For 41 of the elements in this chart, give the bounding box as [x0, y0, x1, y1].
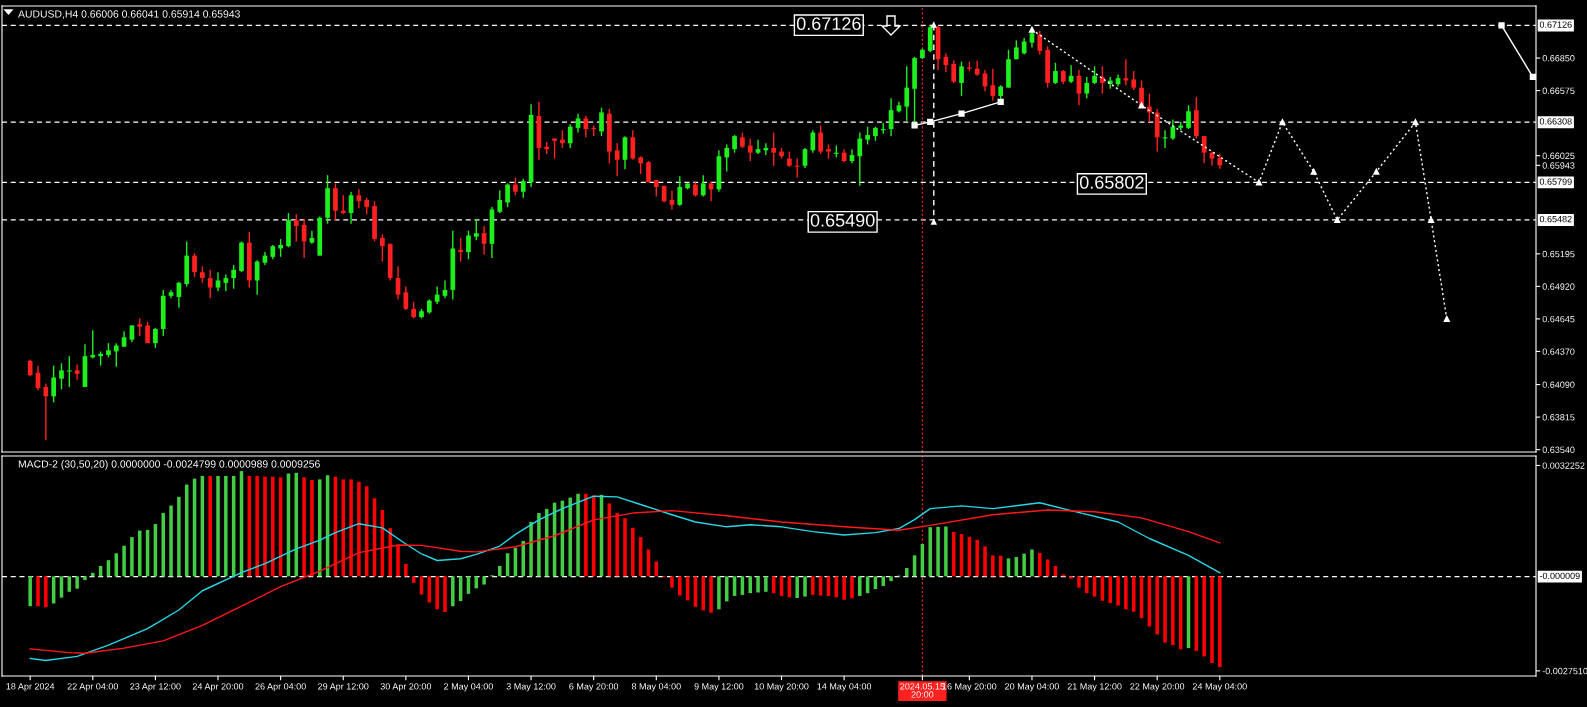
y-tick-label: 0.65943 [1542, 162, 1575, 169]
x-tick-label: 30 Apr 20:00 [380, 683, 432, 692]
x-tick-label: 24 May 04:00 [1192, 683, 1247, 692]
x-tick-label: 9 May 12:00 [694, 683, 744, 692]
y-tick-label: 0.64645 [1542, 315, 1575, 323]
ref-line-label: 0.65799 [1539, 178, 1572, 185]
ref-line-label: 0.66308 [1539, 118, 1572, 125]
x-tick-label: 23 Apr 12:00 [130, 683, 181, 692]
y-tick-label: 0.64370 [1542, 348, 1575, 355]
x-tick-label: 21 May 12:00 [1067, 683, 1122, 692]
annotation: 0.65802 [1079, 176, 1144, 189]
x-tick-label: 29 Apr 12:00 [318, 683, 369, 692]
y-tick-label: 0.66850 [1542, 55, 1575, 62]
y-tick-label: -0.0027510 [1542, 667, 1587, 675]
x-tick-label: 14 May 04:00 [817, 683, 872, 692]
x-tick-label: 3 May 12:00 [506, 683, 556, 692]
y-tick-label: 0.63815 [1542, 414, 1575, 421]
y-tick-label: 0.66025 [1542, 152, 1575, 160]
ref-line-label: 0.65482 [1539, 215, 1572, 223]
x-tick-label: 24 Apr 20:00 [192, 683, 244, 692]
x-tick-label: 22 Apr 04:00 [67, 683, 119, 692]
text: 0.67126 [1539, 21, 1572, 28]
y-tick-label: 0.64090 [1542, 381, 1575, 388]
x-tick-label: 8 May 04:00 [631, 683, 681, 692]
y-tick-label: 0.63540 [1542, 446, 1575, 453]
y-tick-label: 0.66575 [1542, 87, 1575, 94]
x-tick-label: 22 May 20:00 [1130, 683, 1185, 692]
chart-title: MACD-2 (30,50,20) 0.0000000 -0.0024799 0.0000989 0.0009256 [18, 460, 320, 470]
x-tick-label: 10 May 20:00 [754, 683, 809, 692]
y-tick-label: 0.64920 [1542, 283, 1575, 290]
y-tick-label: 0.0032252 [1542, 462, 1585, 469]
ref-line-label: 0.67126 [796, 17, 861, 31]
x-tick-label: 2 May 04:00 [444, 683, 493, 692]
y-tick-label: 0.65195 [1542, 250, 1575, 258]
ref-line-label: -0.000009 [1539, 572, 1580, 580]
x-tick-label: 6 May 20:00 [569, 683, 619, 692]
chart-title: AUDUSD,H4 0.66006 0.66041 0.65914 0.65943 [18, 10, 240, 19]
x-tick-label: 20 May 04:00 [1005, 683, 1059, 692]
annotation: 0.65490 [810, 213, 875, 227]
x-tick-label: 26 Apr 04:00 [255, 683, 306, 692]
x-tick-label: 18 Apr 2024 [6, 683, 55, 692]
